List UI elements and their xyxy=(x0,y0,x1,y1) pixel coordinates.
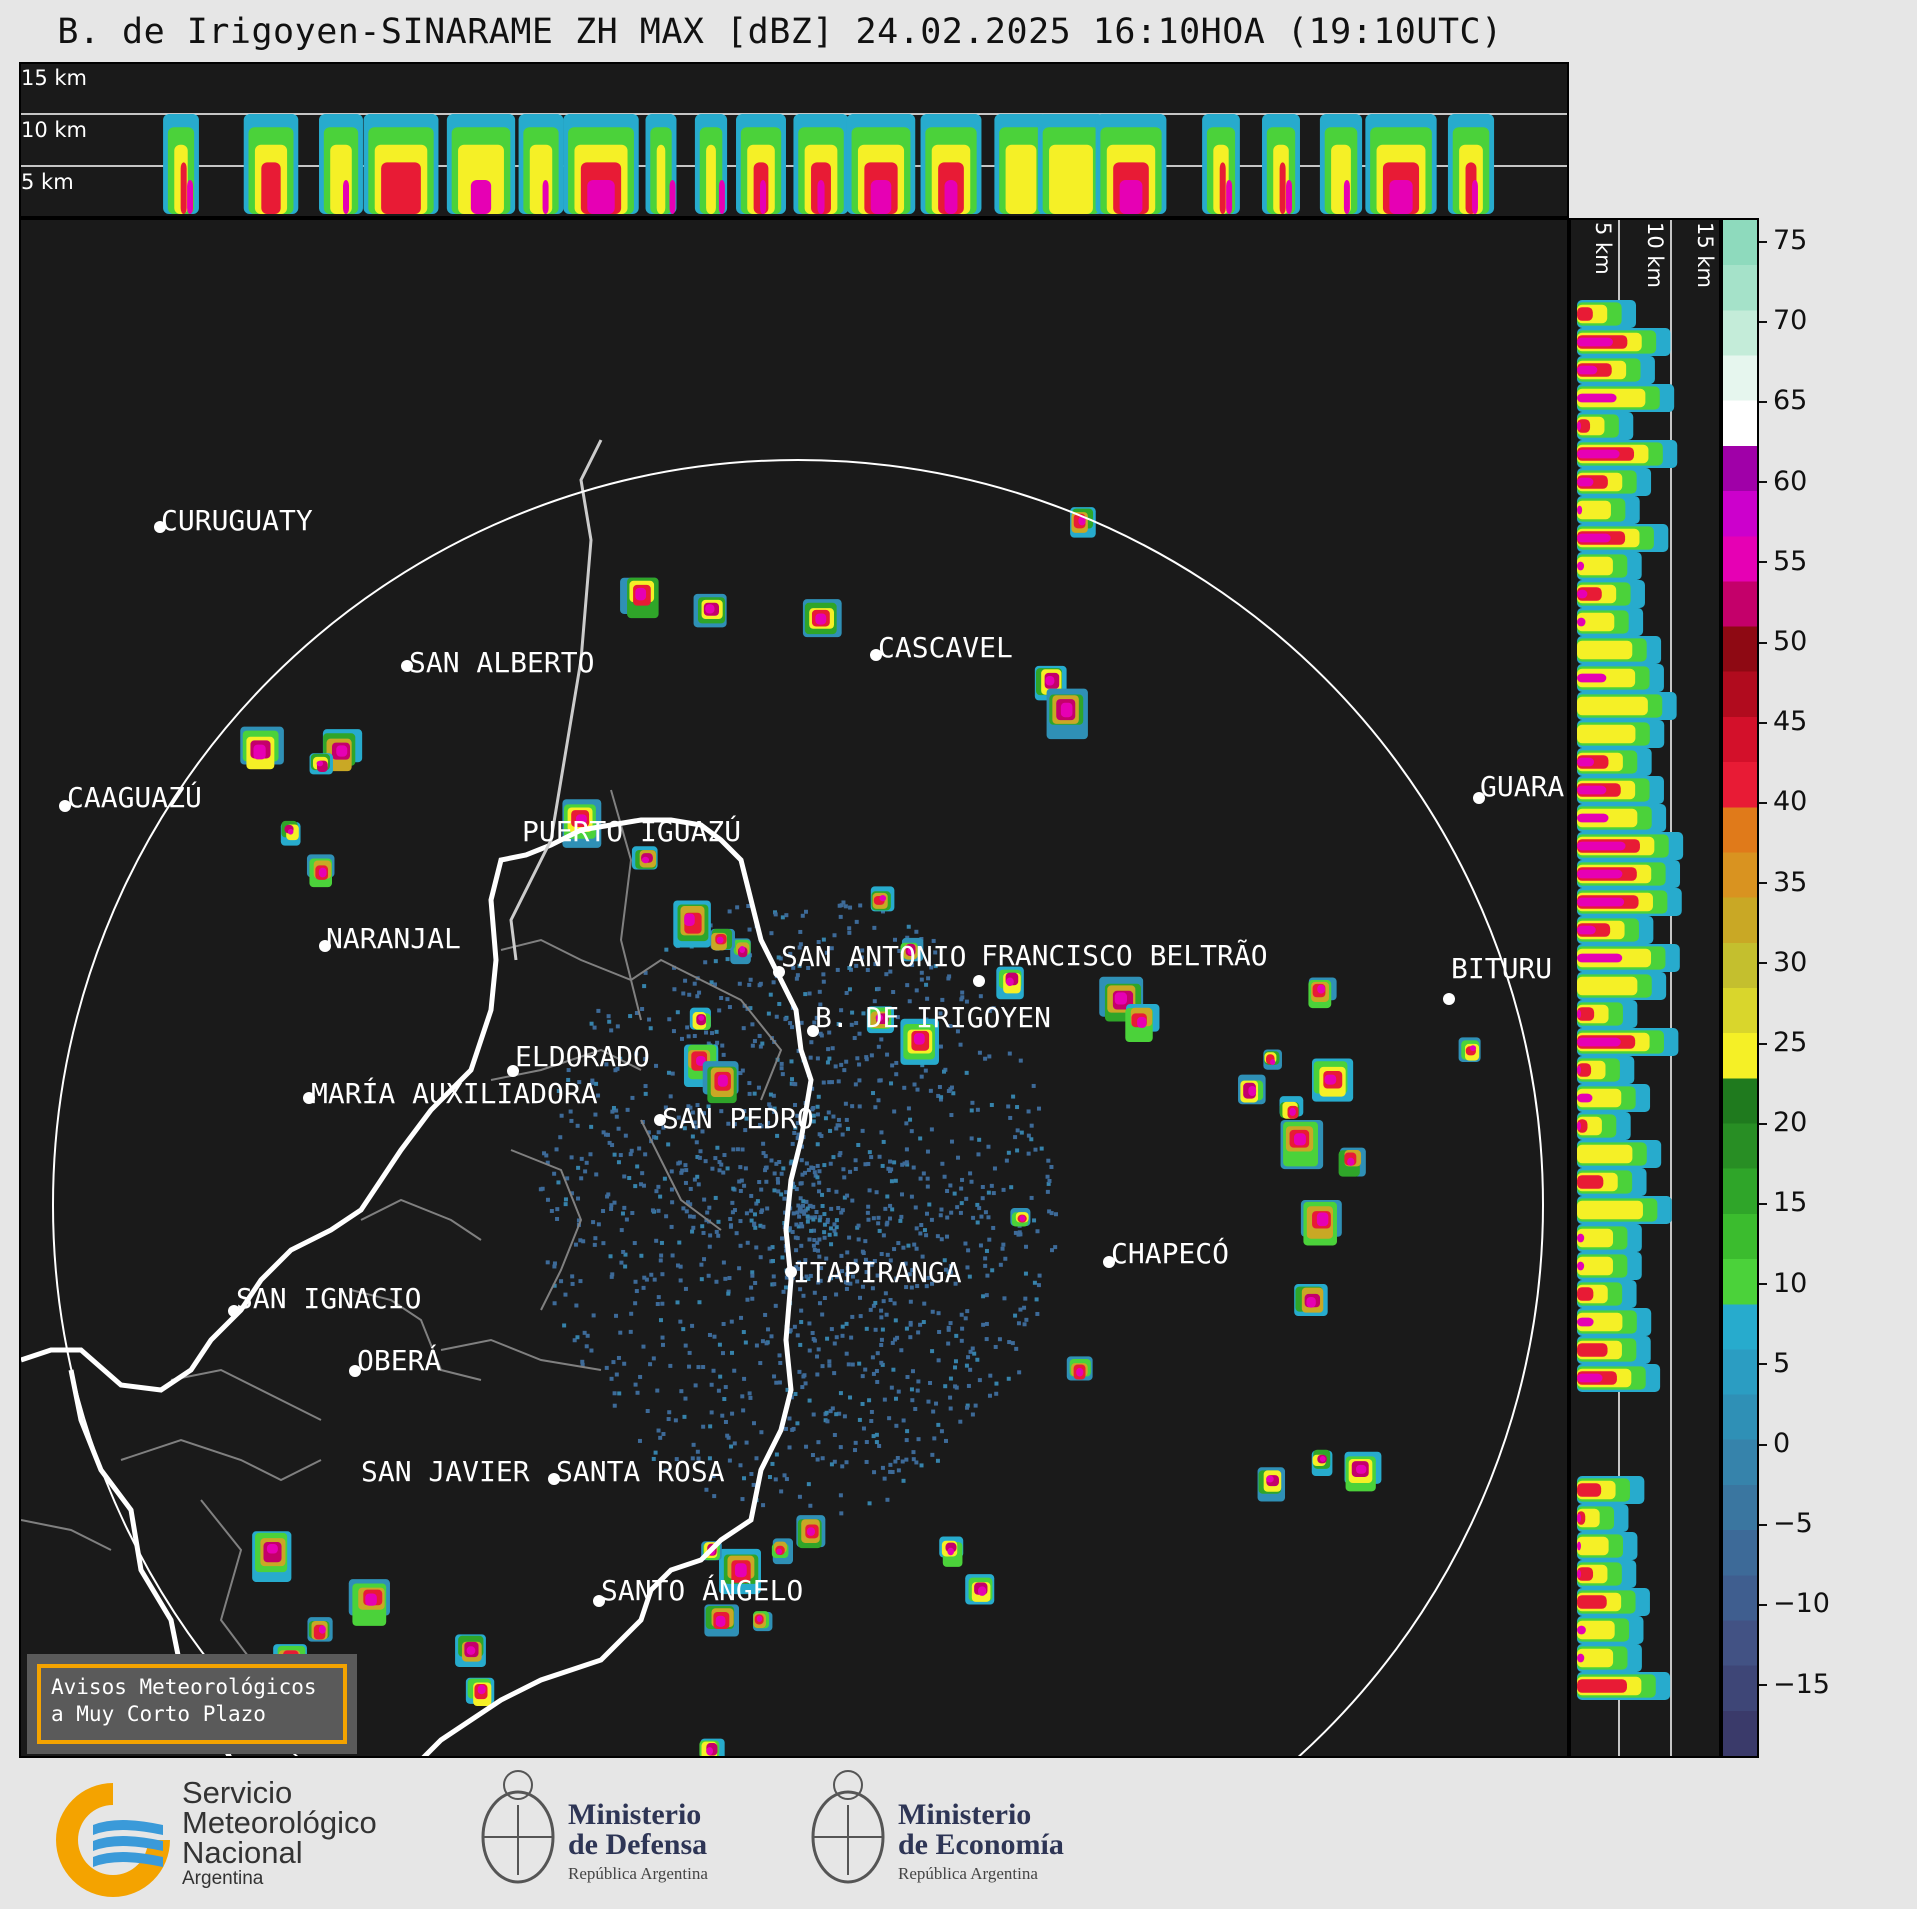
colorbar-tick: 0 xyxy=(1759,1428,1790,1459)
city-marker xyxy=(785,1266,797,1278)
city-label: SAN ANTONIO xyxy=(781,940,967,973)
side-height-label-15: 15 km xyxy=(1693,222,1717,289)
city-label: OBERÁ xyxy=(357,1344,442,1377)
city-label: SAN IGNACIO xyxy=(236,1282,422,1315)
top-height-label-5: 5 km xyxy=(21,170,74,194)
colorbar-ticks: 75 70 65 60 55 50 45 40 35 30 25 20 15 10 5 0 −5 −10 −15 xyxy=(1759,218,1839,1758)
dbz-colorbar xyxy=(1721,218,1759,1758)
top-cross-section-panel: 15 km 10 km 5 km xyxy=(19,62,1569,218)
aviso-line-1: Avisos Meteorológicos xyxy=(51,1675,317,1699)
city-label: SANTO ÁNGELO xyxy=(601,1574,804,1607)
chart-title: B. de Irigoyen-SINARAME ZH MAX [dBZ] 24.… xyxy=(57,12,1503,52)
colorbar-tick: 50 xyxy=(1759,626,1807,657)
side-height-label-5: 5 km xyxy=(1591,222,1615,275)
colorbar-tick: 20 xyxy=(1759,1107,1807,1138)
city-label: BITURU xyxy=(1451,952,1553,985)
ground-clutter xyxy=(538,900,1058,1516)
city-label: SAN PEDRO xyxy=(662,1102,814,1135)
defensa-line-2: de Defensa xyxy=(568,1828,708,1861)
colorbar-tick: 60 xyxy=(1759,466,1807,497)
city-marker xyxy=(593,1595,605,1607)
city-label: CASCAVEL xyxy=(878,631,1013,664)
side-cross-section-panel: 5 km 10 km 15 km xyxy=(1569,218,1721,1758)
city-label: PUERTO IGUAZÚ xyxy=(522,815,742,848)
colorbar-tick: −10 xyxy=(1759,1588,1830,1619)
colorbar-tick: 10 xyxy=(1759,1268,1807,1299)
economia-line-3: República Argentina xyxy=(898,1864,1038,1883)
city-marker xyxy=(654,1114,666,1126)
colorbar-tick: −15 xyxy=(1759,1669,1830,1700)
smn-line-3: Nacional xyxy=(182,1835,303,1870)
side-cross-section-echoes xyxy=(1577,220,1684,1756)
city-marker xyxy=(154,521,166,533)
city-marker xyxy=(59,800,71,812)
city-label: MARÍA AUXILIADORA xyxy=(311,1077,598,1110)
smn-line-1: Servicio xyxy=(182,1775,293,1810)
aviso-box[interactable]: Avisos Meteorológicos a Muy Corto Plazo xyxy=(27,1654,357,1754)
city-marker xyxy=(401,660,413,672)
city-marker xyxy=(349,1365,361,1377)
storm-cells xyxy=(240,507,1481,1756)
city-marker xyxy=(973,975,985,987)
defensa-logo-text: Ministerio de Defensa República Argentin… xyxy=(568,1800,708,1884)
radar-map-canvas xyxy=(21,439,1544,1756)
range-ring xyxy=(52,459,1544,1756)
top-height-label-10: 10 km xyxy=(21,118,88,142)
city-label: ELDORADO xyxy=(515,1040,650,1073)
colorbar-tick: 45 xyxy=(1759,706,1807,737)
city-label: CAAGUAZÚ xyxy=(67,781,202,814)
city-label: CHAPECÓ xyxy=(1111,1237,1230,1270)
colorbar-tick: 65 xyxy=(1759,385,1807,416)
colorbar-tick: 30 xyxy=(1759,947,1807,978)
city-marker xyxy=(303,1092,315,1104)
colorbar-tick: 40 xyxy=(1759,786,1807,817)
smn-line-4: Argentina xyxy=(182,1868,264,1889)
city-label: FRANCISCO BELTRÃO xyxy=(981,939,1268,972)
city-marker xyxy=(319,940,331,952)
parana-river xyxy=(509,439,603,961)
colorbar-tick: 55 xyxy=(1759,546,1807,577)
city-marker xyxy=(228,1305,240,1317)
defensa-coat-of-arms-icon xyxy=(481,1770,555,1884)
city-label: B. DE IRIGOYEN xyxy=(815,1001,1052,1034)
colorbar-tick: −5 xyxy=(1759,1508,1813,1539)
city-label: ITAPIRANGA xyxy=(793,1256,962,1289)
top-cross-section-echoes xyxy=(21,113,1567,214)
city-marker xyxy=(1103,1256,1115,1268)
city-label: SAN JAVIER xyxy=(361,1455,530,1488)
top-height-label-15: 15 km xyxy=(21,66,88,90)
defensa-line-1: Ministerio xyxy=(568,1798,702,1831)
city-label: NARANJAL xyxy=(326,922,461,955)
city-marker xyxy=(507,1065,519,1077)
city-label: SANTA ROSA xyxy=(556,1455,725,1488)
colorbar-tick: 5 xyxy=(1759,1348,1790,1379)
city-label: SAN ALBERTO xyxy=(409,646,595,679)
side-height-label-10: 10 km xyxy=(1643,222,1667,289)
economia-logo-text: Ministerio de Economía República Argenti… xyxy=(898,1800,1064,1884)
colorbar-tick: 75 xyxy=(1759,225,1807,256)
city-label: GUARA xyxy=(1480,770,1565,803)
colorbar-tick: 15 xyxy=(1759,1187,1807,1218)
city-label: CURUGUATY xyxy=(161,504,313,537)
city-marker xyxy=(870,649,882,661)
colorbar-tick: 25 xyxy=(1759,1027,1807,1058)
colorbar-tick: 35 xyxy=(1759,867,1807,898)
economia-line-1: Ministerio xyxy=(898,1798,1032,1831)
smn-logo-text: Servicio Meteorológico Nacional Argentin… xyxy=(182,1775,377,1890)
economia-coat-of-arms-icon xyxy=(811,1770,885,1884)
smn-logo-icon xyxy=(56,1783,170,1897)
economia-line-2: de Economía xyxy=(898,1828,1064,1861)
city-marker xyxy=(1473,792,1485,804)
defensa-line-3: República Argentina xyxy=(568,1864,708,1883)
city-marker xyxy=(807,1025,819,1037)
aviso-line-2: a Muy Corto Plazo xyxy=(51,1702,266,1726)
city-marker xyxy=(1443,993,1455,1005)
colorbar-tick: 70 xyxy=(1759,305,1807,336)
smn-line-2: Meteorológico xyxy=(182,1805,377,1840)
city-marker xyxy=(773,966,785,978)
city-marker xyxy=(548,1473,560,1485)
radar-map[interactable]: CURUGUATY SAN ALBERTO CASCAVEL CAAGUAZÚ GUAR… xyxy=(19,218,1569,1758)
